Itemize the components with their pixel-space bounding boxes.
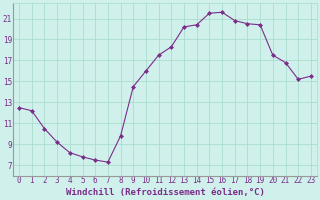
X-axis label: Windchill (Refroidissement éolien,°C): Windchill (Refroidissement éolien,°C) bbox=[66, 188, 264, 197]
